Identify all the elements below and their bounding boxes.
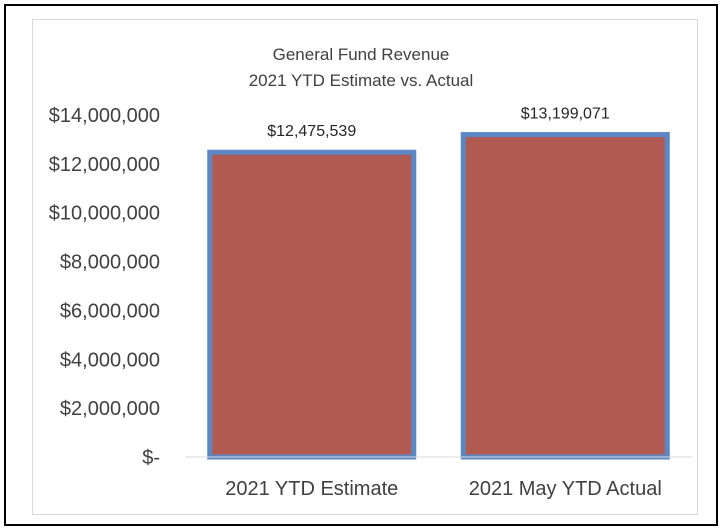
bar-estimate xyxy=(207,149,417,460)
y-tick-label: $14,000,000 xyxy=(49,105,160,127)
y-axis: $- $2,000,000 $4,000,000 $6,000,000 $8,000,0… xyxy=(49,105,160,469)
data-label: $13,199,071 xyxy=(521,106,610,123)
y-tick-label: $2,000,000 xyxy=(60,398,160,420)
chart-title: General Fund Revenue xyxy=(273,45,450,64)
y-tick-label: $10,000,000 xyxy=(49,203,160,225)
x-tick-label: 2021 YTD Estimate xyxy=(225,478,398,500)
bar-actual xyxy=(460,132,670,460)
data-label: $12,475,539 xyxy=(267,123,356,140)
bars: $12,475,539 $13,199,071 xyxy=(207,106,670,460)
x-axis: 2021 YTD Estimate 2021 May YTD Actual xyxy=(225,478,662,500)
chart-subtitle: 2021 YTD Estimate vs. Actual xyxy=(249,71,474,90)
y-tick-label: $4,000,000 xyxy=(60,349,160,371)
y-tick-label: $6,000,000 xyxy=(60,300,160,322)
y-tick-label: $- xyxy=(142,447,160,469)
x-tick-label: 2021 May YTD Actual xyxy=(469,478,662,500)
y-tick-label: $12,000,000 xyxy=(49,154,160,176)
y-tick-label: $8,000,000 xyxy=(60,252,160,274)
